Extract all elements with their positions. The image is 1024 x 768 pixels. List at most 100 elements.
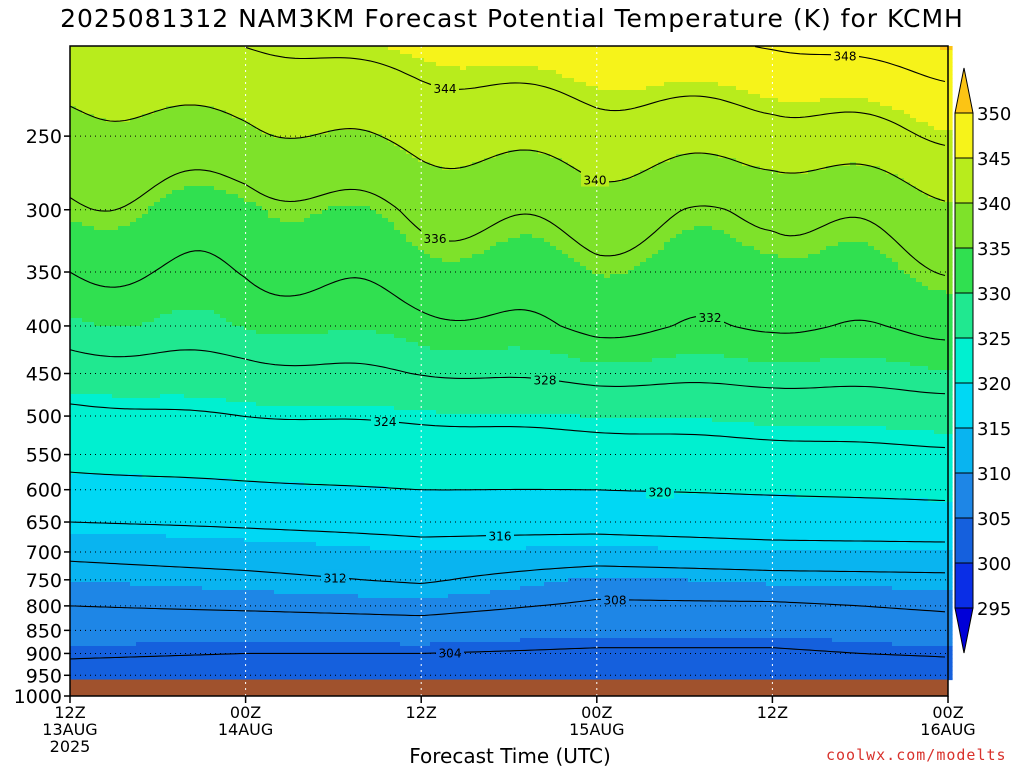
heatmap-cell bbox=[106, 398, 113, 403]
heatmap-cell bbox=[160, 282, 167, 287]
heatmap-cell bbox=[166, 210, 173, 215]
heatmap-cell bbox=[88, 630, 95, 635]
heatmap-cell bbox=[184, 98, 191, 103]
heatmap-cell bbox=[76, 302, 83, 307]
heatmap-cell bbox=[202, 290, 209, 295]
heatmap-cell bbox=[148, 458, 155, 463]
heatmap-cell bbox=[166, 538, 173, 543]
heatmap-cell bbox=[142, 558, 149, 563]
heatmap-cell bbox=[142, 402, 149, 407]
heatmap-cell bbox=[94, 82, 101, 87]
heatmap-cell bbox=[244, 106, 251, 111]
heatmap-cell bbox=[238, 430, 245, 435]
heatmap-cell bbox=[166, 670, 173, 675]
heatmap-cell bbox=[244, 290, 251, 295]
heatmap-cell bbox=[232, 438, 239, 443]
heatmap-cell bbox=[154, 82, 161, 87]
heatmap-cell bbox=[82, 210, 89, 215]
heatmap-cell bbox=[136, 418, 143, 423]
heatmap-cell bbox=[256, 298, 263, 303]
heatmap-cell bbox=[256, 250, 263, 255]
heatmap-cell bbox=[178, 422, 185, 427]
heatmap-cell bbox=[130, 466, 137, 471]
heatmap-cell bbox=[88, 270, 95, 275]
heatmap-cell bbox=[106, 270, 113, 275]
heatmap-cell bbox=[136, 190, 143, 195]
heatmap-cell bbox=[160, 170, 167, 175]
heatmap-cell bbox=[76, 630, 83, 635]
heatmap-cell bbox=[100, 150, 107, 155]
heatmap-cell bbox=[244, 394, 251, 399]
heatmap-cell bbox=[94, 458, 101, 463]
heatmap-cell bbox=[214, 234, 221, 239]
heatmap-cell bbox=[232, 166, 239, 171]
heatmap-cell bbox=[70, 566, 77, 571]
heatmap-cell bbox=[232, 654, 239, 659]
heatmap-cell bbox=[166, 454, 173, 459]
heatmap-cell bbox=[106, 426, 113, 431]
heatmap-cell bbox=[136, 514, 143, 519]
heatmap-cell bbox=[76, 382, 83, 387]
heatmap-cell bbox=[154, 330, 161, 335]
heatmap-cell bbox=[112, 674, 119, 679]
heatmap-cell bbox=[256, 290, 263, 295]
heatmap-cell bbox=[100, 182, 107, 187]
heatmap-cell bbox=[88, 634, 95, 639]
heatmap-cell bbox=[88, 546, 95, 551]
heatmap-cell bbox=[148, 62, 155, 67]
heatmap-cell bbox=[214, 230, 221, 235]
heatmap-cell bbox=[100, 94, 107, 99]
heatmap-cell bbox=[88, 182, 95, 187]
heatmap-cell bbox=[88, 294, 95, 299]
heatmap-cell bbox=[220, 102, 227, 107]
heatmap-cell bbox=[208, 670, 215, 675]
heatmap-cell bbox=[118, 142, 125, 147]
heatmap-cell bbox=[136, 358, 143, 363]
heatmap-cell bbox=[196, 186, 203, 191]
heatmap-cell bbox=[124, 182, 131, 187]
heatmap-cell bbox=[100, 130, 107, 135]
heatmap-cell bbox=[148, 554, 155, 559]
heatmap-cell bbox=[130, 306, 137, 311]
heatmap-cell bbox=[70, 434, 77, 439]
heatmap-cell bbox=[190, 330, 197, 335]
heatmap-cell bbox=[148, 234, 155, 239]
heatmap-cell bbox=[130, 658, 137, 663]
heatmap-cell bbox=[202, 618, 209, 623]
heatmap-cell bbox=[154, 414, 161, 419]
heatmap-cell bbox=[184, 310, 191, 315]
heatmap-cell bbox=[88, 614, 95, 619]
heatmap-cell bbox=[244, 246, 251, 251]
heatmap-cell bbox=[100, 386, 107, 391]
heatmap-cell bbox=[136, 622, 143, 627]
heatmap-cell bbox=[82, 474, 89, 479]
heatmap-cell bbox=[220, 82, 227, 87]
heatmap-cell bbox=[220, 114, 227, 119]
heatmap-cell bbox=[82, 218, 89, 223]
heatmap-cell bbox=[112, 226, 119, 231]
heatmap-cell bbox=[196, 582, 203, 587]
heatmap-cell bbox=[226, 430, 233, 435]
heatmap-cell bbox=[142, 174, 149, 179]
heatmap-cell bbox=[190, 338, 197, 343]
heatmap-cell bbox=[94, 450, 101, 455]
heatmap-cell bbox=[238, 266, 245, 271]
heatmap-cell bbox=[220, 298, 227, 303]
heatmap-cell bbox=[148, 662, 155, 667]
heatmap-cell bbox=[148, 182, 155, 187]
heatmap-cell bbox=[190, 118, 197, 123]
heatmap-cell bbox=[76, 626, 83, 631]
heatmap-cell bbox=[118, 278, 125, 283]
heatmap-cell bbox=[172, 246, 179, 251]
heatmap-cell bbox=[202, 394, 209, 399]
heatmap-cell bbox=[148, 502, 155, 507]
heatmap-cell bbox=[106, 250, 113, 255]
heatmap-cell bbox=[76, 330, 83, 335]
heatmap-cell bbox=[196, 110, 203, 115]
heatmap-cell bbox=[130, 54, 137, 59]
heatmap-cell bbox=[118, 526, 125, 531]
heatmap-cell bbox=[214, 522, 221, 527]
heatmap-cell bbox=[160, 174, 167, 179]
heatmap-cell bbox=[208, 370, 215, 375]
heatmap-cell bbox=[196, 198, 203, 203]
